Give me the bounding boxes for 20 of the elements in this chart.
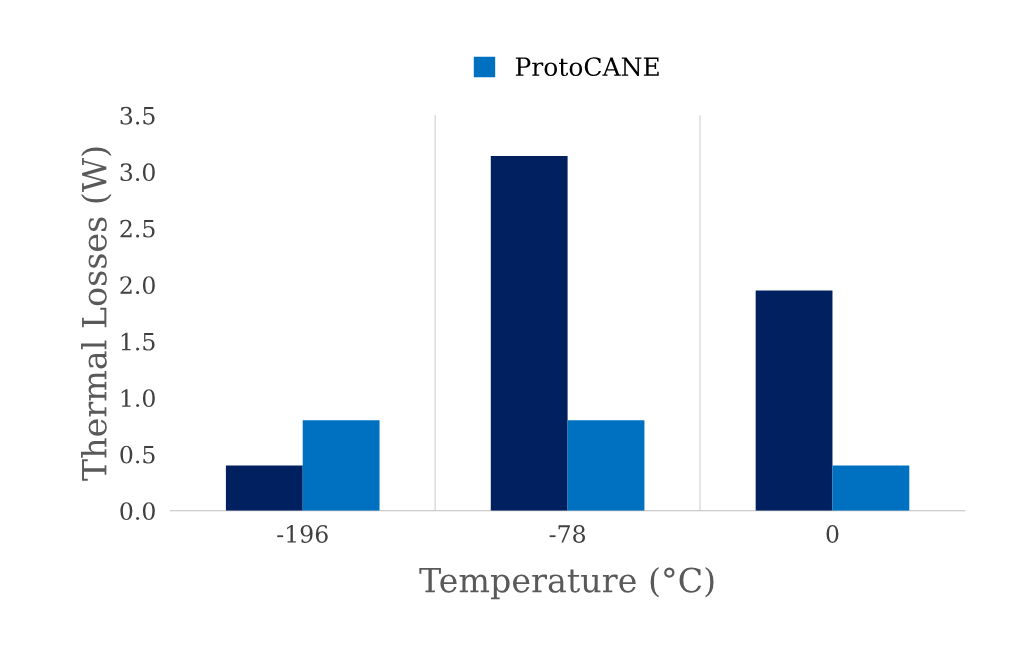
y-tick-label: 1.5	[121, 332, 155, 351]
y-axis-title: Thermal Losses (W)	[81, 147, 112, 481]
bar	[490, 155, 568, 511]
x-tick-label: -196	[277, 525, 328, 543]
y-tick-label: 2.5	[120, 219, 155, 238]
y-tick-label: 0.0	[120, 502, 155, 521]
x-tick-label: 0	[826, 525, 839, 543]
bar	[832, 465, 910, 511]
y-tick-label: 3.0	[120, 163, 155, 182]
y-tick-label: 1.0	[121, 389, 155, 408]
bar	[567, 420, 645, 511]
y-tick-label: 0.5	[120, 445, 155, 464]
bar	[225, 465, 303, 511]
bar	[302, 420, 380, 511]
x-axis-title: Temperature (°C)	[419, 566, 714, 600]
bar	[755, 290, 833, 511]
y-tick-label: 3.5	[120, 106, 155, 125]
y-tick-label: 2.0	[120, 276, 155, 295]
legend-label: ProtoCANE	[515, 57, 659, 77]
x-tick-label: -78	[549, 525, 586, 543]
